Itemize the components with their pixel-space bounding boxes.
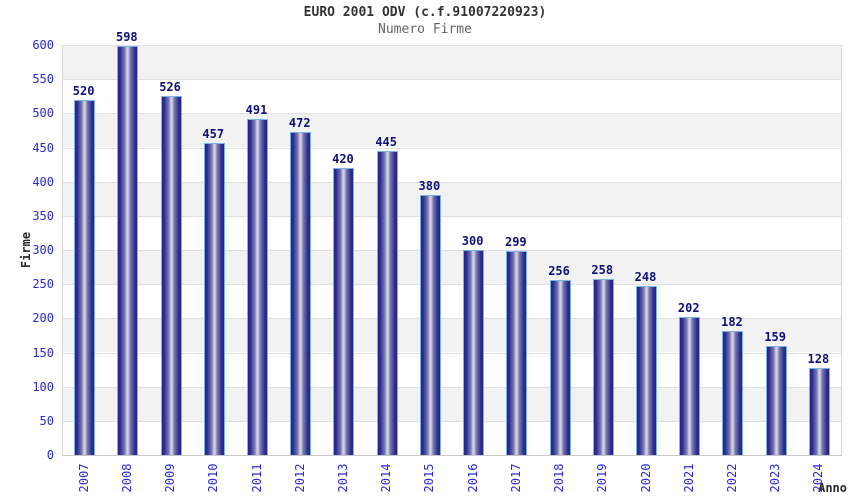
y-tick-label: 200 <box>32 311 54 326</box>
y-tick-label: 150 <box>32 345 54 360</box>
bar <box>74 99 96 455</box>
grid-line <box>63 386 841 388</box>
y-tick-label: 500 <box>32 106 54 121</box>
bar-value-label: 202 <box>677 300 700 315</box>
x-axis-title: Anno <box>818 481 847 495</box>
x-tick-label: 2007 <box>76 463 91 493</box>
bar <box>290 132 312 455</box>
bar-value-label: 472 <box>288 116 311 131</box>
grid-line <box>63 250 841 251</box>
bar <box>765 346 787 455</box>
y-tick-label: 600 <box>32 38 54 52</box>
x-tick-label: 2020 <box>638 463 653 493</box>
x-tick-label: 2014 <box>379 463 394 493</box>
grid-line <box>63 215 841 217</box>
bar <box>463 250 485 455</box>
bar-value-label: 299 <box>504 234 527 249</box>
x-tick-label: 2019 <box>595 463 610 493</box>
plot-area <box>62 45 842 456</box>
bar <box>549 280 571 455</box>
y-tick-label: 350 <box>32 208 54 223</box>
grid-line <box>63 352 841 354</box>
bar <box>679 316 701 455</box>
grid-band <box>63 284 841 319</box>
bar <box>636 285 657 455</box>
bar <box>419 195 441 455</box>
x-tick-label: 2018 <box>552 463 567 493</box>
grid-line <box>63 284 841 286</box>
x-tick-label: 2024 <box>811 463 826 493</box>
y-tick-label: 400 <box>32 174 54 189</box>
x-tick-label: 2010 <box>206 463 221 493</box>
bar <box>117 46 139 455</box>
grid-line <box>63 79 841 81</box>
bar-value-label: 491 <box>245 103 268 118</box>
bar-value-label: 182 <box>721 314 743 329</box>
bar-value-label: 300 <box>461 234 484 248</box>
bar <box>506 250 528 455</box>
bar-value-label: 258 <box>591 262 614 277</box>
grid-band <box>63 113 841 148</box>
y-tick-label: 550 <box>32 72 54 87</box>
bar <box>203 142 225 455</box>
y-tick-label: 300 <box>32 243 54 257</box>
x-tick-label: 2012 <box>292 463 307 493</box>
grid-band <box>63 79 841 114</box>
y-tick-label: 250 <box>32 277 54 292</box>
x-tick-label: 2015 <box>422 463 437 493</box>
bar-value-label: 256 <box>548 264 570 279</box>
bar <box>247 119 268 455</box>
bar-value-label: 380 <box>418 179 441 194</box>
bar <box>333 168 355 455</box>
grid-band <box>63 318 841 353</box>
grid-band <box>63 181 841 216</box>
grid-line <box>63 318 841 320</box>
x-tick-label: 2009 <box>163 463 178 493</box>
x-tick-label: 2021 <box>681 463 696 493</box>
y-tick-label: 0 <box>46 448 54 462</box>
bar <box>808 367 830 455</box>
grid-line <box>63 147 841 149</box>
grid-line <box>63 181 841 183</box>
grid-band <box>63 386 841 421</box>
x-tick-label: 2023 <box>768 463 783 493</box>
x-tick-label: 2017 <box>508 463 523 493</box>
bar-value-label: 520 <box>72 83 95 98</box>
bar-value-label: 598 <box>115 30 138 45</box>
x-tick-label: 2011 <box>249 463 264 493</box>
grid-line <box>63 45 841 46</box>
grid-band <box>63 215 841 250</box>
y-tick-label: 50 <box>39 413 54 428</box>
grid-band <box>63 45 841 80</box>
x-tick-label: 2016 <box>465 463 480 493</box>
grid-band <box>63 250 841 285</box>
bar-value-label: 445 <box>375 134 397 149</box>
grid-line <box>63 113 841 115</box>
y-tick-label: 450 <box>32 140 54 155</box>
bar <box>722 330 744 455</box>
bar-value-label: 457 <box>202 126 225 141</box>
grid-band <box>63 420 841 455</box>
chart-subtitle: Numero Firme <box>378 22 472 37</box>
grid-line <box>63 420 841 422</box>
bar-value-label: 159 <box>764 330 786 345</box>
x-tick-label: 2008 <box>119 463 134 493</box>
bar <box>376 150 398 455</box>
grid-band <box>63 147 841 182</box>
bar-value-label: 128 <box>807 351 830 366</box>
chart-title: EURO 2001 ODV (c.f.91007220923) <box>303 5 547 20</box>
bar-value-label: 526 <box>159 79 181 94</box>
grid-band <box>63 352 841 387</box>
x-tick-label: 2022 <box>724 463 739 493</box>
bar <box>160 95 182 455</box>
bar <box>592 278 614 455</box>
x-tick-label: 2013 <box>335 463 350 493</box>
bar-value-label: 248 <box>634 269 657 284</box>
bar-value-label: 420 <box>332 152 354 166</box>
y-tick-label: 100 <box>32 379 54 394</box>
